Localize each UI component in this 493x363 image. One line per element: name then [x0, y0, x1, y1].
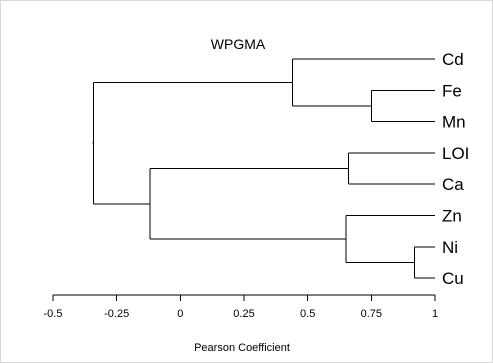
chart-title: WPGMA [211, 36, 266, 52]
leaf-label-ca: Ca [442, 175, 464, 194]
x-axis-title: Pearson Coefficient [194, 342, 290, 354]
x-axis: -0.5 -0.25 0 0.25 0.5 0.75 1 [44, 294, 438, 320]
x-tick-label: -0.5 [44, 308, 63, 320]
leaf-label-zn: Zn [442, 207, 462, 226]
x-tick-label: 1 [432, 308, 438, 320]
leaf-label-cu: Cu [442, 269, 464, 288]
leaf-label-mn: Mn [442, 113, 466, 132]
x-tick-label: -0.25 [104, 308, 129, 320]
leaf-labels: Cd Fe Mn LOI Ca Zn Ni Cu [442, 50, 469, 288]
x-tick-label: 0.25 [233, 308, 254, 320]
leaf-label-loi: LOI [442, 144, 469, 163]
leaf-label-fe: Fe [442, 81, 462, 100]
leaf-label-cd: Cd [442, 50, 464, 69]
x-tick-label: 0.5 [300, 308, 315, 320]
leaf-label-ni: Ni [442, 238, 458, 257]
x-tick-label: 0.75 [361, 308, 382, 320]
x-tick-label: 0 [177, 308, 183, 320]
dendrogram-tree [92, 58, 435, 279]
